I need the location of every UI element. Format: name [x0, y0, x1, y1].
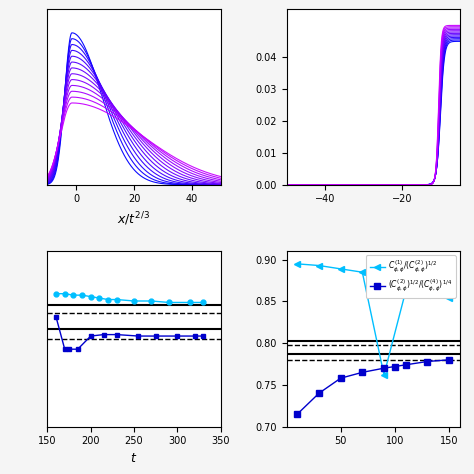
$C^{(1)}_{\phi,\phi}/(C^{(2)}_{\phi,\phi})^{1/2}$: [316, 263, 322, 268]
X-axis label: $t$: $t$: [130, 452, 137, 465]
$C^{(1)}_{\phi,\phi}/(C^{(2)}_{\phi,\phi})^{1/2}$: [424, 292, 430, 298]
$(C^{(2)}_{\phi,\phi})^{1/2}/(C^{(4)}_{\phi,\phi})^{1/4}$: [338, 375, 344, 381]
$(C^{(2)}_{\phi,\phi})^{1/2}/(C^{(4)}_{\phi,\phi})^{1/4}$: [359, 370, 365, 375]
$(C^{(2)}_{\phi,\phi})^{1/2}/(C^{(4)}_{\phi,\phi})^{1/4}$: [403, 362, 409, 368]
$(C^{(2)}_{\phi,\phi})^{1/2}/(C^{(4)}_{\phi,\phi})^{1/4}$: [381, 365, 387, 371]
$(C^{(2)}_{\phi,\phi})^{1/2}/(C^{(4)}_{\phi,\phi})^{1/4}$: [424, 359, 430, 365]
$(C^{(2)}_{\phi,\phi})^{1/2}/(C^{(4)}_{\phi,\phi})^{1/4}$: [316, 391, 322, 396]
$C^{(1)}_{\phi,\phi}/(C^{(2)}_{\phi,\phi})^{1/2}$: [446, 295, 452, 301]
$C^{(1)}_{\phi,\phi}/(C^{(2)}_{\phi,\phi})^{1/2}$: [403, 289, 409, 294]
Line: $C^{(1)}_{\phi,\phi}/(C^{(2)}_{\phi,\phi})^{1/2}$: $C^{(1)}_{\phi,\phi}/(C^{(2)}_{\phi,\phi…: [294, 261, 452, 378]
$(C^{(2)}_{\phi,\phi})^{1/2}/(C^{(4)}_{\phi,\phi})^{1/4}$: [294, 411, 300, 417]
Legend: $C^{(1)}_{\phi,\phi}/(C^{(2)}_{\phi,\phi})^{1/2}$, $(C^{(2)}_{\phi,\phi})^{1/2}/: $C^{(1)}_{\phi,\phi}/(C^{(2)}_{\phi,\phi…: [366, 255, 456, 298]
$(C^{(2)}_{\phi,\phi})^{1/2}/(C^{(4)}_{\phi,\phi})^{1/4}$: [392, 364, 398, 369]
X-axis label: $x/t^{2/3}$: $x/t^{2/3}$: [118, 210, 151, 228]
$C^{(1)}_{\phi,\phi}/(C^{(2)}_{\phi,\phi})^{1/2}$: [338, 266, 344, 272]
$C^{(1)}_{\phi,\phi}/(C^{(2)}_{\phi,\phi})^{1/2}$: [359, 269, 365, 275]
$(C^{(2)}_{\phi,\phi})^{1/2}/(C^{(4)}_{\phi,\phi})^{1/4}$: [446, 357, 452, 363]
Line: $(C^{(2)}_{\phi,\phi})^{1/2}/(C^{(4)}_{\phi,\phi})^{1/4}$: $(C^{(2)}_{\phi,\phi})^{1/2}/(C^{(4)}_{\…: [294, 357, 452, 417]
$C^{(1)}_{\phi,\phi}/(C^{(2)}_{\phi,\phi})^{1/2}$: [294, 261, 300, 267]
$C^{(1)}_{\phi,\phi}/(C^{(2)}_{\phi,\phi})^{1/2}$: [381, 372, 387, 378]
